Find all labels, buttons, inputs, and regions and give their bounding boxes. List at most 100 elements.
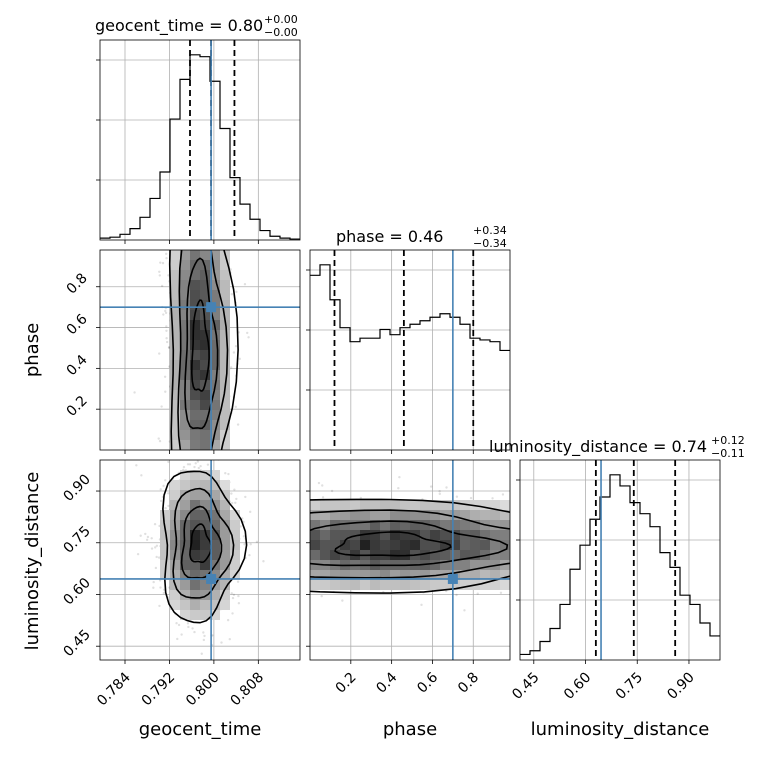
density-cell — [220, 530, 230, 540]
scatter-point — [259, 504, 261, 506]
scatter-point — [244, 247, 246, 249]
scatter-point — [162, 484, 165, 488]
panel-frame — [99, 459, 301, 661]
scatter-point — [153, 522, 157, 526]
density-cell — [460, 540, 470, 550]
scatter-point — [219, 211, 221, 213]
scatter-point — [189, 455, 191, 457]
scatter-point — [286, 556, 288, 558]
density-cell — [310, 520, 320, 530]
scatter-point — [177, 469, 179, 471]
scatter-point — [196, 221, 198, 223]
scatter-point — [232, 351, 236, 354]
scatter-point — [161, 261, 165, 265]
density-cell — [410, 570, 420, 580]
scatter-point — [290, 562, 292, 564]
scatter-point — [155, 555, 158, 559]
density-cell — [190, 370, 200, 380]
density-cell — [210, 290, 220, 300]
scatter-point — [438, 489, 441, 493]
density-cell — [390, 570, 400, 580]
scatter-point — [642, 536, 644, 538]
density-cell — [450, 560, 460, 570]
scatter-point — [663, 513, 665, 515]
density-cell — [370, 520, 380, 530]
scatter-point — [260, 533, 262, 535]
density-cell — [180, 250, 190, 260]
scatter-point — [229, 366, 233, 369]
density-cell — [200, 390, 210, 400]
scatter-point — [182, 450, 184, 452]
scatter-point — [230, 492, 233, 495]
title-geocent-time-plus: +0.00 — [264, 13, 298, 26]
scatter-point — [202, 455, 204, 457]
scatter-point — [204, 204, 206, 206]
scatter-point — [260, 518, 262, 520]
scatter-point — [300, 502, 302, 504]
scatter-point — [305, 526, 307, 528]
density-cell — [440, 580, 450, 590]
density-cell — [170, 440, 180, 450]
scatter-point — [181, 191, 183, 193]
scatter-point — [212, 454, 214, 456]
density-cell — [180, 610, 190, 620]
density-cell — [190, 540, 200, 550]
density-cell — [450, 530, 460, 540]
density-cell — [220, 490, 230, 500]
scatter-point — [266, 589, 268, 591]
scatter-point — [274, 531, 276, 533]
scatter-point — [648, 556, 650, 558]
scatter-point — [282, 525, 284, 527]
scatter-point — [165, 256, 168, 260]
scatter-point — [168, 365, 171, 368]
scatter-point — [234, 501, 237, 505]
scatter-point — [193, 630, 196, 634]
xtick-label-phase: 0.2 — [333, 670, 360, 697]
density-cell — [180, 340, 190, 350]
scatter-point — [216, 240, 218, 242]
density-cell — [160, 540, 170, 550]
scatter-point — [515, 556, 517, 558]
scatter-point — [297, 553, 299, 555]
density-cell — [470, 570, 480, 580]
scatter-point — [512, 544, 514, 546]
scatter-point — [246, 331, 249, 335]
ytick-label-luminosity_distance: 0.60 — [60, 575, 93, 608]
panel-frame — [99, 39, 301, 241]
density-cell — [450, 580, 460, 590]
scatter-point — [172, 188, 174, 190]
density-cell — [350, 580, 360, 590]
xtick-label-geocent_time: 0.792 — [139, 670, 179, 710]
density-cell — [190, 350, 200, 360]
scatter-point — [247, 529, 249, 531]
scatter-point — [194, 462, 197, 465]
scatter-point — [520, 555, 522, 557]
scatter-point — [197, 466, 200, 470]
density-cell — [450, 500, 460, 510]
scatter-point — [160, 284, 164, 288]
scatter-point — [206, 452, 208, 454]
scatter-point — [536, 557, 538, 559]
density-cell — [210, 510, 220, 520]
scatter-point — [158, 454, 160, 456]
scatter-point — [255, 566, 257, 568]
scatter-point — [205, 195, 207, 197]
scatter-point — [215, 456, 217, 458]
scatter-point — [243, 543, 246, 546]
scatter-point — [164, 479, 167, 482]
scatter-point — [571, 537, 573, 539]
density-cell — [350, 520, 360, 530]
scatter-point — [207, 212, 209, 214]
scatter-point — [244, 495, 247, 499]
scatter-point — [228, 454, 230, 456]
scatter-point — [207, 186, 209, 188]
scatter-point — [241, 550, 243, 552]
density-cell — [210, 340, 220, 350]
density-cell — [320, 550, 330, 560]
density-cell — [430, 530, 440, 540]
scatter-point — [164, 507, 167, 510]
density-cell — [170, 540, 180, 550]
density-cell — [340, 570, 350, 580]
density-cell — [400, 540, 410, 550]
density-cell — [220, 400, 230, 410]
